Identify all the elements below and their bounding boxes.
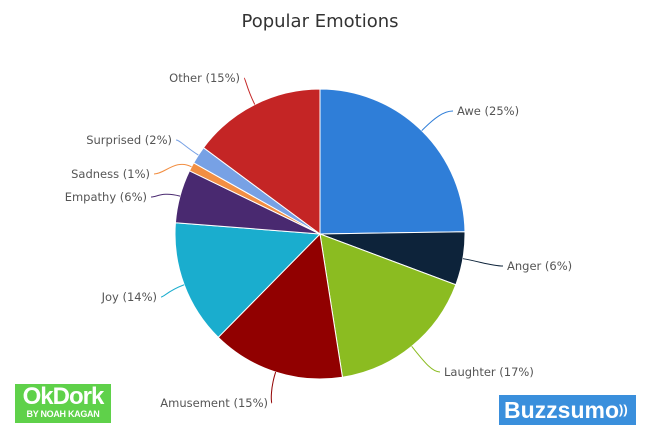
chart-title: Popular Emotions [242,11,399,32]
data-label-awe: Awe (25%) [457,104,519,118]
data-label-sadness: Sadness (1%) [71,167,150,181]
data-label-surprised: Surprised (2%) [86,133,172,147]
signal-icon: )) [619,402,628,417]
connector-other [243,77,256,105]
connector-awe [421,110,454,132]
connector-amusement [270,371,277,404]
data-label-anger: Anger (6%) [507,259,572,273]
data-label-other: Other (15%) [169,71,240,85]
pie-slice-awe[interactable] [319,88,466,235]
data-label-laughter: Laughter (17%) [444,365,534,379]
connector-joy [160,284,185,298]
connector-empathy [150,193,181,198]
okdork-logo-text: OkDork [22,383,105,410]
connector-anger [462,258,504,267]
buzzsumo-logo-text: Buzzsumo [504,397,619,423]
data-label-joy: Joy (14%) [101,290,157,304]
data-label-amusement: Amusement (15%) [160,396,268,410]
connector-surprised [175,139,199,156]
connector-sadness [153,163,192,175]
buzzsumo-logo: Buzzsumo)) [499,395,636,425]
pie-slice-joy[interactable] [174,222,322,339]
okdork-logo: OkDork BY NOAH KAGAN [15,384,111,423]
connector-laughter [411,346,441,373]
data-label-empathy: Empathy (6%) [65,190,147,204]
okdork-logo-subtext: BY NOAH KAGAN [26,409,100,419]
